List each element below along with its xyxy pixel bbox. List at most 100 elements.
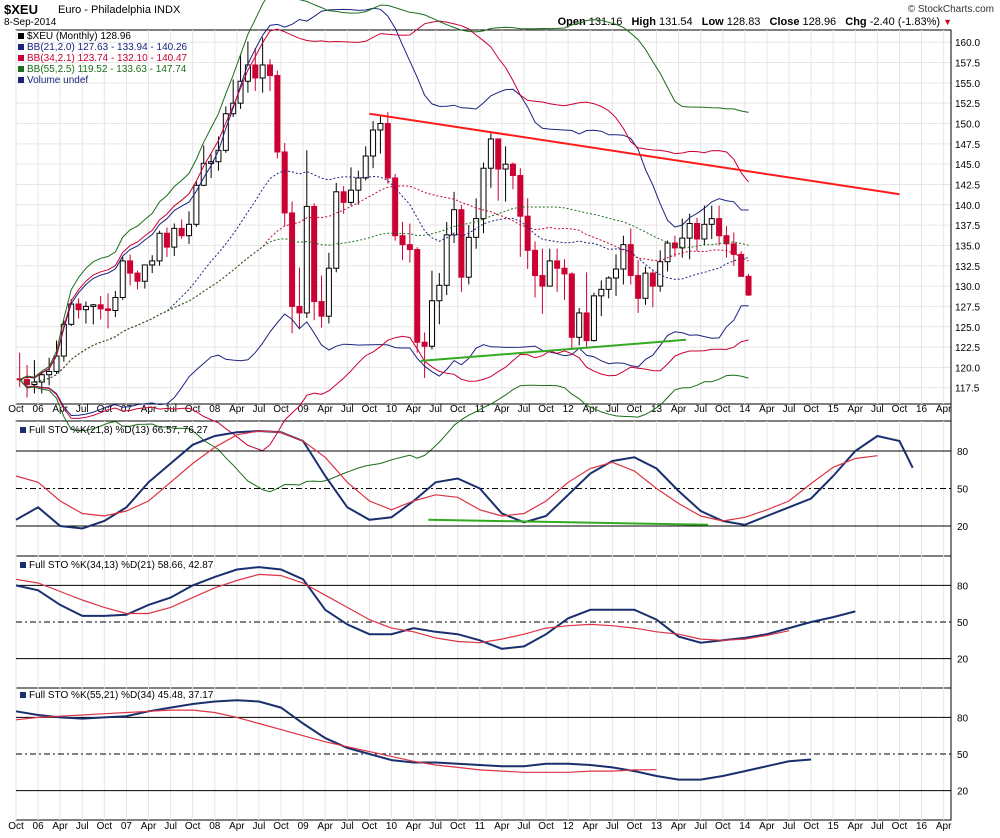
- x-tick-label: Jul: [76, 821, 89, 832]
- legend-main-text: $XEU (Monthly) 128.96: [27, 31, 131, 42]
- candle-body: [377, 123, 384, 131]
- candle-body: [127, 260, 134, 274]
- candle-body: [546, 260, 553, 287]
- chart-date: 8-Sep-2014: [4, 17, 57, 28]
- candle-body: [340, 191, 347, 203]
- legend-bb34-text: BB(34,2.1) 123.74 - 132.10 - 140.47: [27, 53, 188, 64]
- x-tick-label: Jul: [341, 821, 354, 832]
- bb34-lower-band: [19, 335, 749, 452]
- instrument-name: Euro - Philadelphia INDX: [58, 4, 181, 16]
- x-tick-label: Oct: [803, 404, 819, 415]
- x-tick-label: Apr: [141, 821, 157, 832]
- candle-body: [495, 138, 502, 170]
- sto-y-tick: 80: [957, 581, 969, 592]
- x-tick-label: Oct: [273, 821, 289, 832]
- x-tick-label: Jul: [253, 821, 266, 832]
- candle-body: [252, 64, 259, 79]
- candle-body: [31, 381, 38, 385]
- candle-body: [671, 242, 678, 249]
- x-tick-label: Jul: [694, 404, 707, 415]
- candle-body: [399, 235, 406, 246]
- x-tick-label: Apr: [671, 821, 687, 832]
- candle-body: [613, 268, 620, 279]
- y-tick-label: 132.5: [955, 262, 980, 273]
- candle-body: [311, 205, 318, 303]
- x-tick-label: Oct: [97, 821, 113, 832]
- y-tick-label: 122.5: [955, 343, 980, 354]
- candle-body: [487, 138, 494, 169]
- sto3-legend: Full STO %K(55,21) %D(34) 45.48, 37.17: [20, 690, 213, 701]
- candle-body: [583, 312, 590, 342]
- x-tick-label: Apr: [317, 404, 333, 415]
- x-tick-label: Jul: [606, 404, 619, 415]
- x-tick-label: Oct: [715, 404, 731, 415]
- candle-body: [90, 304, 97, 307]
- x-tick-label: Oct: [362, 404, 378, 415]
- x-tick-label: 08: [209, 404, 221, 415]
- sto2-swatch: [20, 562, 26, 569]
- candle-body: [222, 113, 229, 151]
- x-tick-label: 11: [475, 821, 486, 832]
- x-tick-label: 13: [651, 821, 663, 832]
- y-tick-label: 130.0: [955, 282, 980, 293]
- bb21-upper-band: [19, 7, 749, 381]
- x-tick-label: Apr: [759, 821, 775, 832]
- y-tick-label: 152.5: [955, 99, 980, 110]
- symbol-title: $XEU: [4, 2, 38, 17]
- candle-body: [362, 155, 369, 179]
- sto-y-tick: 50: [957, 750, 969, 761]
- candle-body: [679, 237, 686, 249]
- candle-body: [708, 218, 715, 225]
- candle-body: [141, 264, 148, 282]
- y-tick-label: 120.0: [955, 363, 980, 374]
- x-tick-label: Oct: [627, 404, 643, 415]
- sto3-d-line: [15, 709, 657, 773]
- x-tick-label: Oct: [892, 821, 908, 832]
- x-tick-label: 12: [563, 404, 575, 415]
- y-tick-label: 145.0: [955, 160, 980, 171]
- y-tick-label: 135.0: [955, 241, 980, 252]
- x-tick-label: Oct: [538, 404, 554, 415]
- x-tick-label: 12: [563, 821, 575, 832]
- candle-body: [620, 244, 627, 270]
- x-tick-label: 06: [33, 404, 45, 415]
- candle-body: [60, 323, 67, 357]
- bb55-upper-band: [19, 0, 749, 381]
- candle-body: [355, 177, 362, 191]
- x-tick-label: 14: [739, 404, 751, 415]
- down-arrow-icon: ▼: [943, 17, 952, 27]
- x-tick-label: 15: [828, 821, 840, 832]
- y-tick-label: 147.5: [955, 140, 980, 151]
- x-tick-label: Oct: [892, 404, 908, 415]
- sto2-legend: Full STO %K(34,13) %D(21) 58.66, 42.87: [20, 560, 213, 571]
- candle-body: [568, 273, 575, 338]
- x-tick-label: Apr: [141, 404, 157, 415]
- candle-body: [465, 236, 472, 278]
- x-tick-label: Oct: [273, 404, 289, 415]
- legend-bb34: BB(34,2.1) 123.74 - 132.10 - 140.47: [18, 53, 187, 64]
- candle-body: [532, 249, 539, 277]
- x-tick-label: Jul: [871, 404, 884, 415]
- candle-body: [414, 249, 421, 343]
- trendline-red: [369, 112, 900, 196]
- x-tick-label: Apr: [582, 821, 598, 832]
- x-tick-label: Jul: [341, 404, 354, 415]
- x-tick-label: Jul: [164, 821, 177, 832]
- candle-body: [318, 301, 325, 317]
- x-tick-label: Apr: [671, 404, 687, 415]
- x-tick-label: Oct: [803, 821, 819, 832]
- y-tick-label: 160.0: [955, 38, 980, 49]
- bb21-middle-band: [19, 170, 749, 383]
- x-tick-label: Jul: [429, 821, 442, 832]
- x-tick-label: Apr: [229, 404, 245, 415]
- sto-y-tick: 20: [957, 787, 969, 798]
- x-tick-label: Oct: [362, 821, 378, 832]
- x-tick-label: Oct: [97, 404, 113, 415]
- candle-body: [186, 223, 193, 237]
- candle-body: [480, 167, 487, 220]
- candle-body: [112, 296, 119, 311]
- candle-body: [163, 232, 170, 248]
- y-tick-label: 150.0: [955, 120, 980, 131]
- candle-body: [576, 312, 583, 338]
- x-tick-label: Jul: [783, 821, 796, 832]
